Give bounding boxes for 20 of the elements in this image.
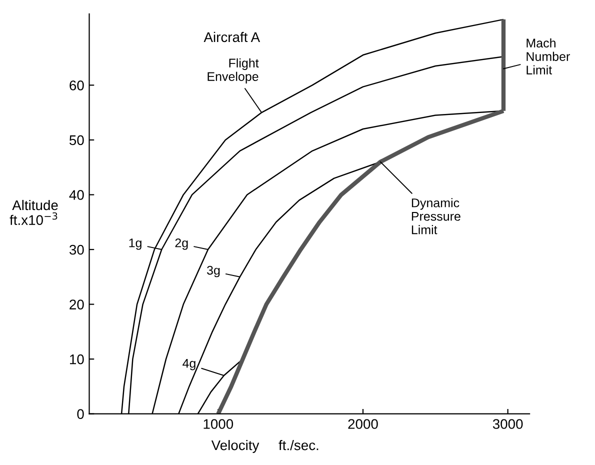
annotation: Flight Envelope [208, 58, 259, 84]
annotation: 1g [129, 238, 142, 250]
annotation: 4g [182, 359, 196, 370]
y-axis-title: Altitude ft.x10$^{−3}$ [10, 200, 58, 225]
y-tick-label: 0 [77, 409, 84, 420]
y-tick-label: 60 [70, 80, 84, 90]
y-tick-label: 40 [69, 190, 84, 200]
annotation: Mach Number Limit [526, 38, 570, 74]
x-axis-title: Velocity ft./sec. [211, 440, 318, 453]
y-tick-label: 50 [69, 135, 84, 146]
y-tick-label: 10 [70, 354, 84, 364]
x-tick-label: 2000 [348, 419, 378, 429]
annotation: 2g [175, 238, 188, 250]
annotation: 3g [207, 266, 220, 278]
annotation: Dynamic Pressure Limit [412, 198, 460, 234]
x-tick-label: 1000 [204, 419, 234, 429]
y-tick-label: 30 [69, 244, 84, 255]
x-tick-label: 3000 [492, 419, 523, 429]
annotation: Aircraft A [204, 32, 260, 42]
y-tick-label: 20 [70, 300, 84, 310]
